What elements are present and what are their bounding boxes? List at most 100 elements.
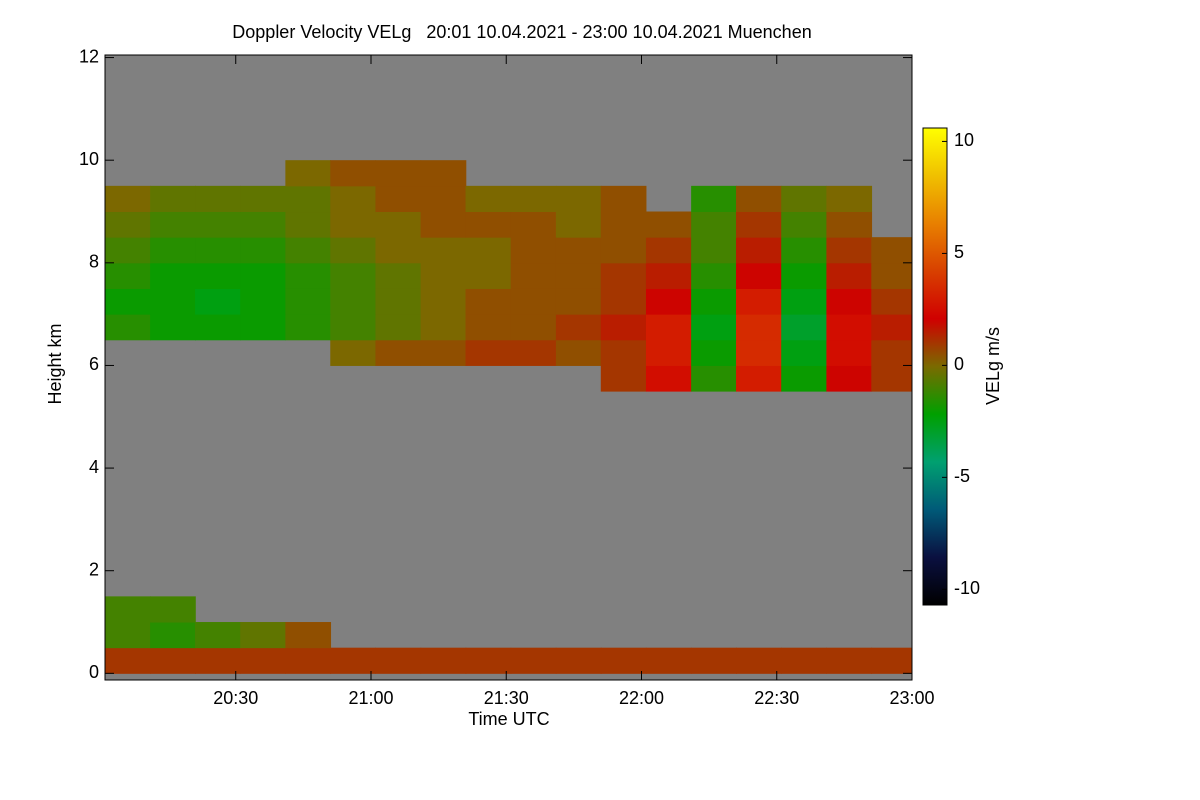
heatmap-cell	[826, 365, 873, 392]
y-tick-label: 4	[89, 457, 99, 477]
heatmap-cell	[510, 185, 557, 213]
heatmap-cell	[105, 647, 151, 674]
heatmap-cell	[555, 647, 602, 674]
heatmap-cell	[465, 211, 512, 238]
heatmap-cell	[465, 185, 512, 213]
heatmap-cell	[781, 185, 827, 213]
colorbar-tick-label: -5	[954, 466, 970, 486]
heatmap-cell	[465, 288, 512, 315]
heatmap-cell	[736, 237, 782, 264]
colorbar-tick-label: 5	[954, 242, 964, 262]
heatmap-cell	[420, 314, 467, 341]
heatmap-cell	[240, 237, 286, 264]
heatmap-cell	[105, 211, 151, 238]
heatmap-cell	[150, 262, 196, 289]
heatmap-cell	[871, 314, 912, 341]
heatmap-cell	[510, 647, 557, 674]
heatmap-cell	[105, 622, 151, 649]
x-tick-label: 23:00	[889, 688, 934, 708]
heatmap-cell	[871, 262, 912, 289]
heatmap-cell	[240, 211, 286, 238]
heatmap-cell	[600, 237, 647, 264]
heatmap-cell	[781, 288, 827, 315]
x-tick-label: 22:00	[619, 688, 664, 708]
heatmap-cell	[871, 365, 912, 392]
heatmap-cell	[465, 237, 512, 264]
heatmap-cell	[105, 262, 151, 289]
heatmap-cell	[555, 262, 602, 289]
heatmap-cell	[691, 211, 737, 238]
y-tick-label: 2	[89, 559, 99, 579]
heatmap-cell	[285, 160, 332, 187]
heatmap-cell	[195, 622, 241, 649]
heatmap-cell	[420, 647, 467, 674]
heatmap-cell	[510, 339, 557, 366]
heatmap-cell	[826, 237, 873, 264]
colorbar-tick-label: -10	[954, 578, 980, 598]
heatmap-cell	[736, 211, 782, 238]
plot-frame	[104, 54, 913, 681]
heatmap-cell	[420, 237, 467, 264]
heatmap-cell	[781, 365, 827, 392]
heatmap-cell	[555, 237, 602, 264]
heatmap-cell	[330, 314, 376, 341]
heatmap-cell	[555, 288, 602, 315]
heatmap-cell	[781, 339, 827, 366]
heatmap-cell	[465, 647, 512, 674]
heatmap-cell	[781, 314, 827, 341]
heatmap-cell	[691, 365, 737, 392]
heatmap-cell	[555, 185, 602, 213]
x-axis-label: Time UTC	[468, 709, 549, 729]
heatmap-cell	[195, 237, 241, 264]
heatmap-cell	[420, 185, 467, 213]
heatmap-cell	[330, 211, 376, 238]
heatmap-cell	[330, 237, 376, 264]
heatmap-cell	[826, 647, 873, 674]
heatmap-cell	[285, 237, 332, 264]
y-tick-label: 6	[89, 354, 99, 374]
heatmap-cell	[195, 211, 241, 238]
heatmap-cell	[375, 237, 422, 264]
heatmap-cell	[871, 339, 912, 366]
heatmap-cell	[781, 262, 827, 289]
heatmap-cell	[240, 185, 286, 213]
heatmap-cell	[105, 237, 151, 264]
heatmap-cell	[871, 647, 912, 674]
chart-title: Doppler Velocity VELg 20:01 10.04.2021 -…	[232, 22, 811, 42]
heatmap-cell	[736, 262, 782, 289]
heatmap-cell	[105, 314, 151, 341]
heatmap-cell	[826, 314, 873, 341]
heatmap-cell	[375, 314, 422, 341]
heatmap-cell	[150, 237, 196, 264]
heatmap-cell	[465, 314, 512, 341]
heatmap-cell	[330, 160, 376, 187]
heatmap-cell	[736, 314, 782, 341]
heatmap-cell	[105, 596, 151, 623]
heatmap-cell	[420, 288, 467, 315]
heatmap-cell	[195, 314, 241, 341]
cells	[105, 160, 912, 674]
heatmap-cell	[105, 288, 151, 315]
colorbar-tick-label: 10	[954, 130, 974, 150]
heatmap-cell	[691, 185, 737, 213]
heatmap-cell	[465, 262, 512, 289]
heatmap-cell	[600, 262, 647, 289]
heatmap-cell	[781, 237, 827, 264]
heatmap-cell	[691, 262, 737, 289]
heatmap-cell	[285, 314, 332, 341]
heatmap-cell	[600, 185, 647, 213]
heatmap-cell	[871, 288, 912, 315]
heatmap-cell	[330, 288, 376, 315]
heatmap-cell	[736, 339, 782, 366]
heatmap-cell	[150, 211, 196, 238]
heatmap-cell	[420, 262, 467, 289]
heatmap-cell	[150, 622, 196, 649]
heatmap-cell	[150, 288, 196, 315]
heatmap-cell	[781, 647, 827, 674]
heatmap-cell	[510, 262, 557, 289]
heatmap-cell	[375, 160, 422, 187]
x-tick-label: 22:30	[754, 688, 799, 708]
heatmap-cell	[781, 211, 827, 238]
heatmap-cell	[285, 185, 332, 213]
heatmap-cell	[691, 314, 737, 341]
